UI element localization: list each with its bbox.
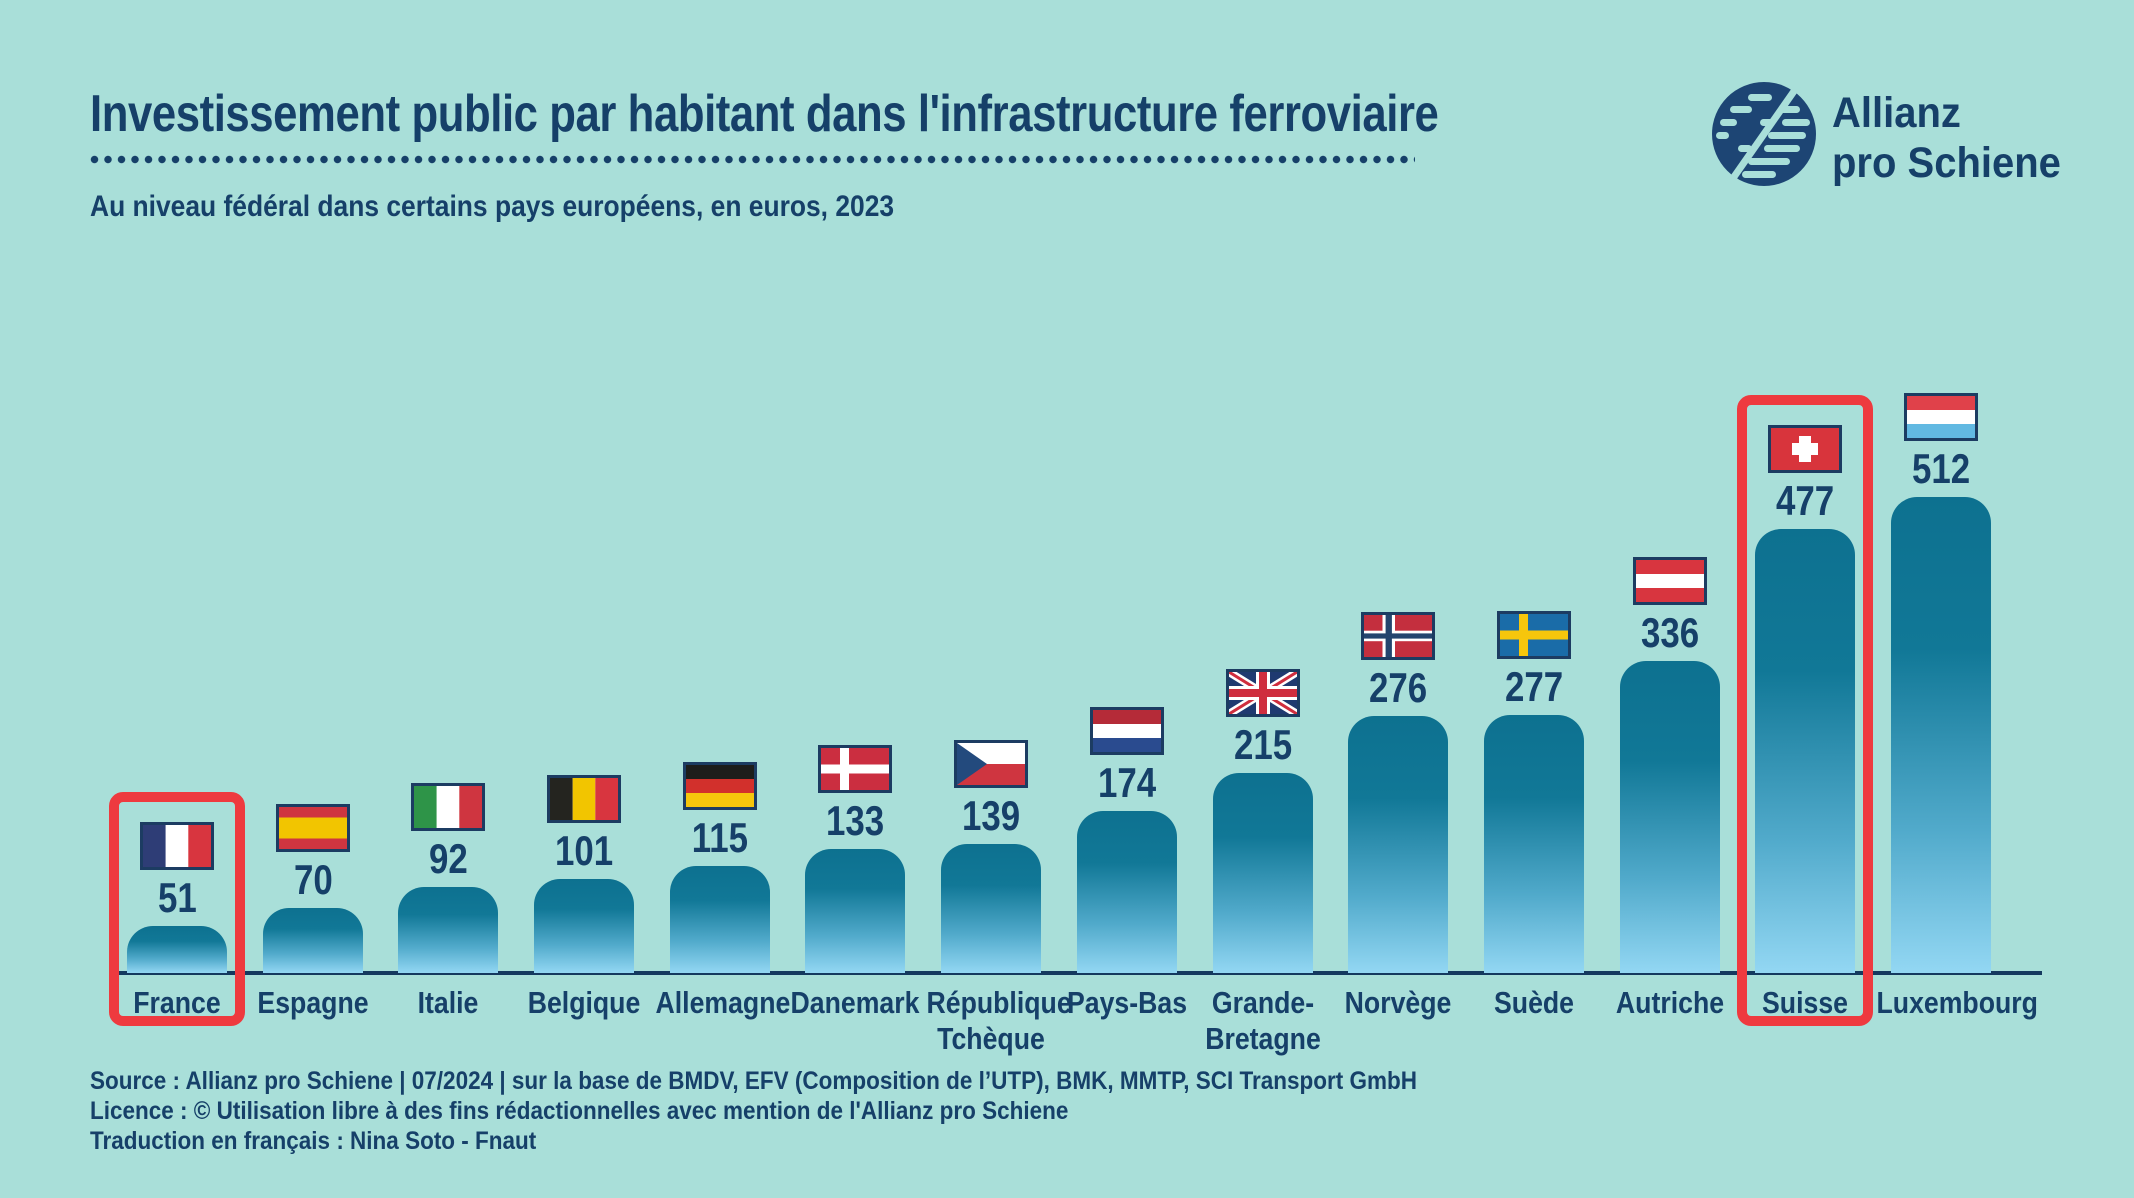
licence-line: Licence : © Utilisation libre à des fins… <box>90 1097 1069 1125</box>
bar-value: 92 <box>428 835 468 882</box>
bar <box>1348 716 1448 973</box>
bar <box>1213 773 1313 973</box>
bar-value: 51 <box>157 874 197 921</box>
country-label: Belgique <box>527 985 641 1020</box>
footer: Source : Allianz pro Schiene | 07/2024 |… <box>90 1066 1417 1156</box>
bar-column: 139 <box>916 740 1066 973</box>
bar <box>263 908 363 973</box>
logo-line-1: Allianz <box>1832 89 1961 137</box>
bar-column: 277 <box>1459 611 1609 973</box>
bar-value: 115 <box>691 814 749 861</box>
bar-value: 477 <box>1775 477 1835 524</box>
bar-column: 477 <box>1730 425 1880 973</box>
page-title: Investissement public par habitant dans … <box>90 85 1439 143</box>
country-label: République Tchèque <box>926 985 1072 1056</box>
flag-fr-icon <box>140 822 214 870</box>
bar <box>127 926 227 973</box>
country-label: Grande- Bretagne <box>1205 985 1321 1056</box>
bar-column: 51 <box>102 822 252 973</box>
country-label: Norvège <box>1344 985 1452 1020</box>
bar <box>941 844 1041 973</box>
flag-se-icon <box>1497 611 1571 659</box>
bar-value: 336 <box>1640 609 1700 656</box>
logo-wordmark: Allianz pro Schiene <box>1832 88 2061 188</box>
flag-es-icon <box>276 804 350 852</box>
allianz-pro-schiene-logo: Allianz pro Schiene <box>1712 82 2078 188</box>
logo-globe-icon <box>1712 82 1816 186</box>
flag-nl-icon <box>1090 707 1164 755</box>
flag-no-icon <box>1361 612 1435 660</box>
bar-value: 139 <box>961 792 1021 839</box>
country-label: Autriche <box>1615 985 1725 1020</box>
bar <box>398 887 498 973</box>
bar <box>1077 811 1177 973</box>
flag-be-icon <box>547 775 621 823</box>
country-label: Suède <box>1493 985 1575 1020</box>
bar-column: 92 <box>373 783 523 973</box>
bar-value: 174 <box>1097 759 1157 806</box>
bar <box>1891 497 1991 973</box>
bar-value: 133 <box>825 797 885 844</box>
bar-column: 70 <box>238 804 388 973</box>
flag-de-icon <box>683 762 757 810</box>
bar <box>534 879 634 973</box>
bar-value: 215 <box>1233 721 1293 768</box>
flag-ch-icon <box>1768 425 1842 473</box>
bar <box>1484 715 1584 973</box>
flag-dk-icon <box>818 745 892 793</box>
flag-at-icon <box>1633 557 1707 605</box>
country-label: Espagne <box>257 985 369 1020</box>
bar-value: 512 <box>1911 445 1971 492</box>
bar-column: 101 <box>509 775 659 973</box>
translation-line: Traduction en français : Nina Soto - Fna… <box>90 1127 537 1155</box>
country-label: Pays-Bas <box>1066 985 1188 1020</box>
country-label: France <box>133 985 221 1020</box>
bar-column: 276 <box>1323 612 1473 973</box>
country-label: Suisse <box>1762 985 1848 1020</box>
country-label: Danemark <box>790 985 920 1020</box>
bar-column: 174 <box>1052 707 1202 973</box>
bar-column: 512 <box>1866 393 2016 973</box>
source-line: Source : Allianz pro Schiene | 07/2024 |… <box>90 1067 1418 1095</box>
bar <box>670 866 770 973</box>
bar <box>1755 529 1855 973</box>
flag-gb-icon <box>1226 669 1300 717</box>
bar-value: 70 <box>293 856 333 903</box>
bar-value: 277 <box>1504 663 1564 710</box>
bar-column: 133 <box>780 745 930 973</box>
flag-cz-icon <box>954 740 1028 788</box>
bar-column: 115 <box>645 762 795 973</box>
bar-column: 336 <box>1595 557 1745 973</box>
logo-line-2: pro Schiene <box>1832 139 2061 187</box>
country-label: Allemagne <box>655 985 791 1020</box>
bar-value: 101 <box>554 827 614 874</box>
title-dotted-underline <box>90 155 1415 164</box>
country-label: Italie <box>417 985 479 1020</box>
bar-column: 215 <box>1188 669 1338 973</box>
country-label: Luxembourg <box>1876 985 2038 1020</box>
bar <box>1620 661 1720 973</box>
chart-baseline <box>112 971 2042 975</box>
chart-subtitle: Au niveau fédéral dans certains pays eur… <box>90 190 895 223</box>
bar <box>805 849 905 973</box>
flag-lu-icon <box>1904 393 1978 441</box>
bar-value: 276 <box>1368 664 1428 711</box>
flag-it-icon <box>411 783 485 831</box>
